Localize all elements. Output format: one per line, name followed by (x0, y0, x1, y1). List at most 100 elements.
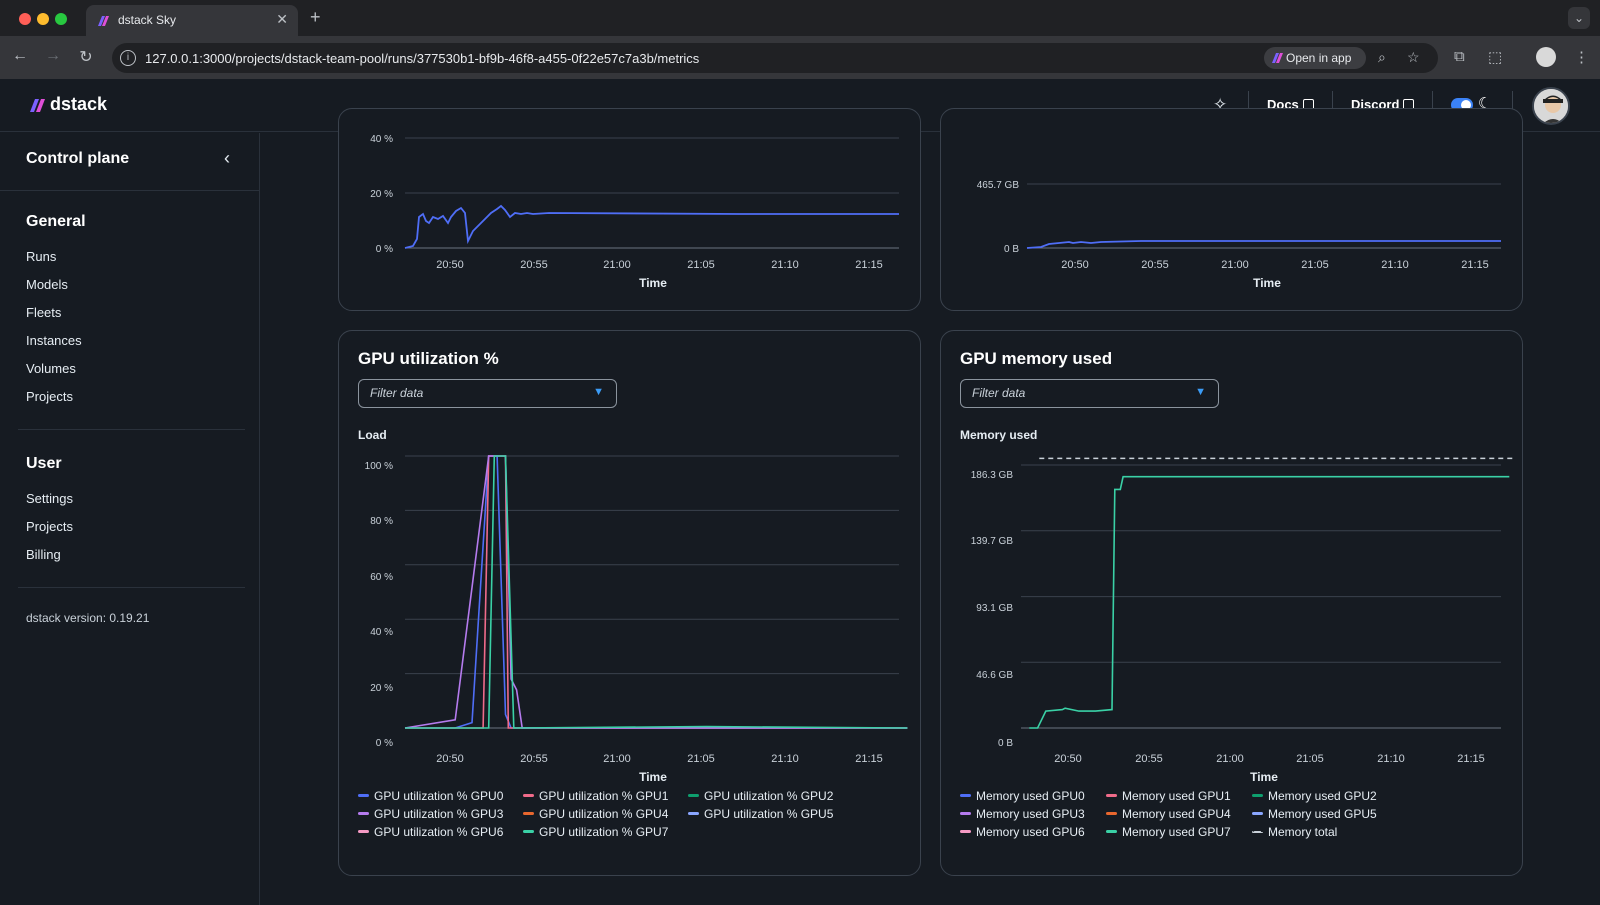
legend-swatch (358, 794, 369, 798)
close-tab-icon[interactable]: ✕ (276, 11, 288, 27)
cpu-chart-panel: 40 % 20 % 0 % 20:50 20:55 21:00 21:05 21… (338, 108, 921, 311)
zoom-icon[interactable]: ⌕ (1378, 49, 1386, 65)
legend-item-gpu1[interactable]: GPU utilization % GPU1 (523, 789, 668, 803)
browser-profile-avatar[interactable] (1536, 47, 1556, 67)
legend-item-gpu0[interactable]: Memory used GPU0 (960, 789, 1085, 803)
legend-item-gpu7[interactable]: Memory used GPU7 (1106, 825, 1231, 839)
x-tick: 21:05 (1301, 259, 1329, 271)
collapse-sidebar-icon[interactable]: ‹ (224, 148, 230, 168)
legend-item-gpu7[interactable]: GPU utilization % GPU7 (523, 825, 668, 839)
y-tick: 186.3 GB (971, 470, 1014, 481)
address-bar[interactable]: i 127.0.0.1:3000/projects/dstack-team-po… (112, 43, 1438, 73)
x-tick: 21:15 (1461, 259, 1489, 271)
browser-tab-bar: dstack Sky ✕ + ⌄ (0, 0, 1600, 36)
extensions-icon[interactable]: ⬚ (1488, 49, 1503, 66)
y-tick: 0 % (376, 738, 393, 749)
y-tick: 40 % (370, 134, 393, 145)
legend-item-gpu4[interactable]: GPU utilization % GPU4 (523, 807, 668, 821)
sidebar-item-volumes[interactable]: Volumes (26, 361, 76, 376)
legend-swatch (358, 812, 369, 816)
minimize-window-button[interactable] (37, 13, 49, 25)
back-icon[interactable]: ← (12, 47, 28, 64)
legend-item-gpu6[interactable]: Memory used GPU6 (960, 825, 1085, 839)
legend-swatch (960, 830, 971, 834)
legend-item-gpu2[interactable]: Memory used GPU2 (1252, 789, 1377, 803)
caret-down-icon: ▼ (1195, 386, 1206, 398)
x-tick: 20:50 (436, 259, 464, 271)
y-ticks: 100 % 80 % 60 % 40 % 20 % 0 % (365, 461, 393, 749)
legend-swatch (1106, 830, 1117, 834)
series-lines (404, 455, 908, 729)
legend-item-gpu3[interactable]: Memory used GPU3 (960, 807, 1085, 821)
sidebar-divider (0, 190, 260, 191)
x-tick: 21:10 (771, 753, 799, 765)
panel-title: GPU memory used (960, 349, 1113, 368)
y-tick: 100 % (365, 461, 393, 472)
site-info-icon[interactable]: i (120, 50, 136, 66)
series-line-gpu7 (405, 455, 908, 729)
dstack-app-icon (1272, 53, 1283, 63)
memory-series-line (1026, 240, 1501, 249)
y-tick: 0 B (998, 738, 1013, 749)
legend-item-gpu5[interactable]: Memory used GPU5 (1252, 807, 1377, 821)
x-tick: 20:55 (1141, 259, 1169, 271)
moon-icon: ☾ (1478, 95, 1492, 112)
legend-swatch (1252, 812, 1263, 816)
sidebar-item-fleets[interactable]: Fleets (26, 305, 62, 320)
sidebar-item-runs[interactable]: Runs (26, 249, 57, 264)
x-tick: 20:55 (1135, 753, 1163, 765)
dstack-logo[interactable]: dstack (29, 94, 107, 115)
reload-icon[interactable]: ↻ (79, 49, 93, 66)
y-tick: 20 % (370, 189, 393, 200)
cast-icon[interactable]: ⧉ (1454, 48, 1465, 65)
y-tick: 46.6 GB (976, 670, 1013, 681)
legend-item-gpu4[interactable]: Memory used GPU4 (1106, 807, 1231, 821)
series-lines (1029, 457, 1514, 729)
sidebar-item-user-projects[interactable]: Projects (26, 519, 73, 534)
user-avatar[interactable] (1532, 87, 1570, 125)
x-tick: 21:10 (771, 259, 799, 271)
browser-tab[interactable]: dstack Sky ✕ (86, 5, 298, 36)
gpu-utilization-chart: 100 % 80 % 60 % 40 % 20 % 0 % 20:50 20:5… (365, 455, 908, 784)
bookmark-star-icon[interactable]: ☆ (1407, 49, 1420, 65)
open-in-app-button[interactable]: Open in app (1264, 47, 1366, 69)
tab-title: dstack Sky (118, 13, 177, 27)
legend-label: GPU utilization % GPU5 (704, 807, 834, 821)
y-tick: 0 % (376, 244, 393, 255)
filter-data-select[interactable]: Filter data ▼ (960, 379, 1219, 408)
tab-search-icon[interactable]: ⌄ (1568, 7, 1590, 29)
x-tick: 21:00 (603, 753, 631, 765)
sidebar-item-instances[interactable]: Instances (26, 333, 82, 348)
x-tick: 21:05 (687, 753, 715, 765)
legend-item-gpu3[interactable]: GPU utilization % GPU3 (358, 807, 503, 821)
x-axis-label: Time (639, 276, 667, 290)
sidebar-item-models[interactable]: Models (26, 277, 68, 292)
grid (405, 137, 899, 249)
legend-item-gpu6[interactable]: GPU utilization % GPU6 (358, 825, 503, 839)
legend-item-gpu0[interactable]: GPU utilization % GPU0 (358, 789, 503, 803)
legend-item-gpu1[interactable]: Memory used GPU1 (1106, 789, 1231, 803)
filter-data-select[interactable]: Filter data ▼ (358, 379, 617, 408)
filter-placeholder: Filter data (972, 386, 1026, 400)
chart-label: Load (358, 428, 387, 442)
maximize-window-button[interactable] (55, 13, 67, 25)
legend-label: GPU utilization % GPU4 (539, 807, 669, 821)
sidebar-item-billing[interactable]: Billing (26, 547, 61, 562)
legend-item-gpu2[interactable]: GPU utilization % GPU2 (688, 789, 833, 803)
section-user: User (26, 455, 62, 472)
sidebar-item-settings[interactable]: Settings (26, 491, 73, 506)
new-tab-icon[interactable]: + (310, 7, 321, 27)
legend-item-memory-total[interactable]: Memory total (1252, 825, 1337, 839)
url-text[interactable]: 127.0.0.1:3000/projects/dstack-team-pool… (145, 51, 700, 66)
legend-label: GPU utilization % GPU1 (539, 789, 669, 803)
forward-icon[interactable]: → (45, 47, 61, 64)
close-window-button[interactable] (19, 13, 31, 25)
legend-label: Memory used GPU4 (1122, 807, 1231, 821)
sidebar-item-projects[interactable]: Projects (26, 389, 73, 404)
x-tick: 20:50 (1061, 259, 1089, 271)
browser-menu-icon[interactable]: ⋮ (1574, 49, 1589, 66)
x-tick: 21:10 (1381, 259, 1409, 271)
y-tick: 93.1 GB (976, 603, 1013, 614)
legend-item-gpu5[interactable]: GPU utilization % GPU5 (688, 807, 833, 821)
legend-swatch (1252, 794, 1263, 798)
